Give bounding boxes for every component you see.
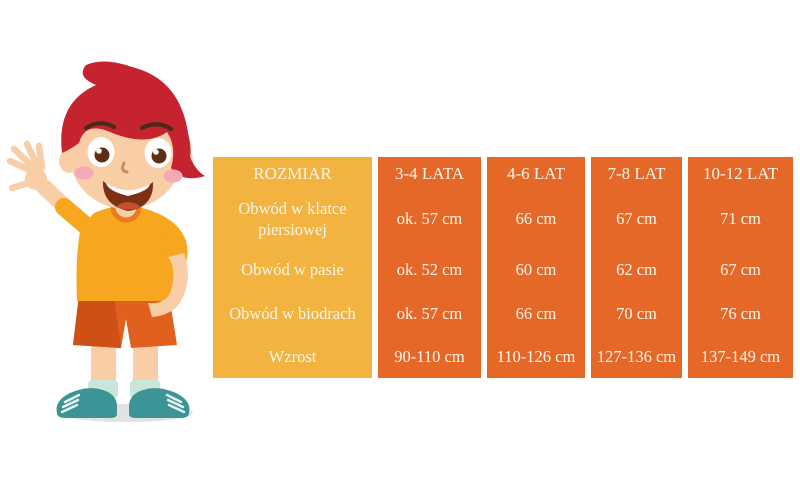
column-header-cell: 7-8 LAT (591, 157, 682, 191)
size-value-cell: 70 cm (591, 293, 682, 335)
column-header-cell: 3-4 LATA (378, 157, 481, 191)
size-value-cell: 90-110 cm (378, 335, 481, 378)
size-value-cell: 66 cm (487, 293, 585, 335)
boy-head (59, 61, 205, 211)
size-value-cell: 71 cm (688, 191, 793, 247)
size-value-cell: 76 cm (688, 293, 793, 335)
size-value-cell: ok. 57 cm (378, 293, 481, 335)
boy-hair (61, 61, 205, 179)
size-value-cell: 67 cm (591, 191, 682, 247)
column-header-cell: ROZMIAR (213, 157, 372, 191)
row-label-cell: Obwód w pasie (213, 247, 372, 293)
size-value-cell: 137-149 cm (688, 335, 793, 378)
waving-boy-illustration (0, 55, 220, 430)
size-value-cell: ok. 57 cm (378, 191, 481, 247)
size-value-cell: 127-136 cm (591, 335, 682, 378)
boy-hip-arm (148, 253, 188, 317)
column-header-cell: 4-6 LAT (487, 157, 585, 191)
boy-mouth (102, 181, 154, 211)
row-label-cell: Wzrost (213, 335, 372, 378)
size-table: ROZMIAR 3-4 LATA 4-6 LAT 7-8 LAT 10-12 L… (213, 157, 793, 378)
size-value-cell: 60 cm (487, 247, 585, 293)
boy-shirt (76, 206, 188, 301)
row-label-cell: Obwód w klatce piersiowej (213, 191, 372, 247)
boy-shoes (56, 388, 190, 418)
size-value-cell: 67 cm (688, 247, 793, 293)
size-value-cell: ok. 52 cm (378, 247, 481, 293)
size-value-cell: 62 cm (591, 247, 682, 293)
row-label-cell: Obwód w biodrach (213, 293, 372, 335)
size-value-cell: 110-126 cm (487, 335, 585, 378)
column-header-cell: 10-12 LAT (688, 157, 793, 191)
boy-eyes (87, 137, 172, 168)
size-value-cell: 66 cm (487, 191, 585, 247)
waving-boy-svg (6, 61, 205, 422)
